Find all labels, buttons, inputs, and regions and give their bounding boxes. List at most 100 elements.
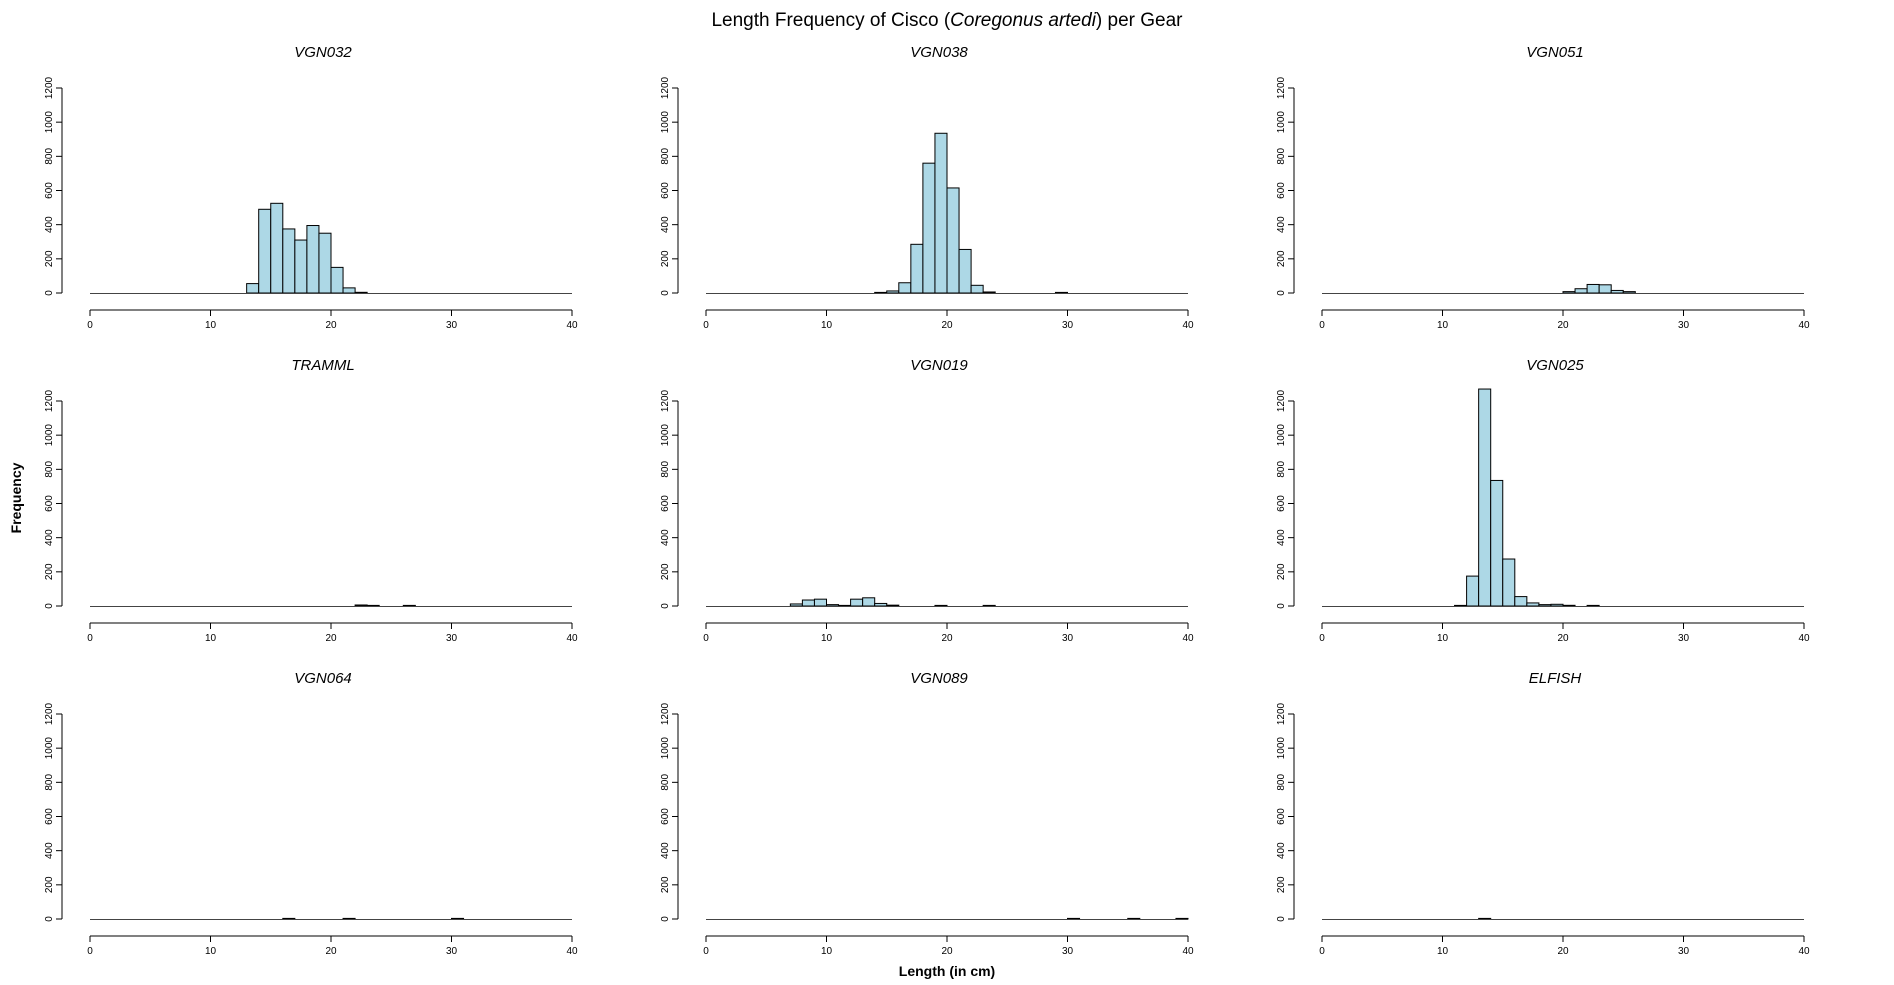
- y-tick-label-7-6: 1000: [44, 737, 55, 760]
- y-tick-label-4-6: 1000: [44, 424, 55, 447]
- y-tick-label-6-5: 800: [1276, 461, 1287, 478]
- title-suffix: ) per Gear: [1095, 10, 1183, 31]
- y-tick-label-1-4: 600: [44, 182, 55, 199]
- histogram-bar-1-6: [306, 225, 320, 294]
- histogram-bar-5-1: [789, 603, 803, 607]
- x-tick-label-5-5: 40: [1182, 633, 1194, 644]
- x-tick-label-3-3: 20: [1557, 320, 1569, 331]
- histogram-bar-5-3: [813, 598, 828, 607]
- histogram-bar-2-10: [982, 291, 996, 294]
- y-tick-label-3-3: 400: [1276, 216, 1287, 233]
- y-tick-label-8-6: 1000: [660, 737, 671, 760]
- y-tick-label-9-7: 1200: [1276, 702, 1287, 725]
- x-tick-label-6-5: 40: [1798, 633, 1810, 644]
- histogram-bar-7-2: [342, 917, 356, 920]
- y-tick-label-3-7: 1200: [1276, 76, 1287, 99]
- x-tick-label-7-5: 40: [566, 946, 578, 957]
- y-tick-label-1-1: 0: [44, 290, 55, 296]
- x-tick-label-2-3: 20: [941, 320, 953, 331]
- x-tick-label-9-2: 10: [1437, 946, 1449, 957]
- x-tick-label-3-1: 0: [1319, 320, 1325, 331]
- y-tick-label-1-3: 400: [44, 216, 55, 233]
- panel-title-9: ELFISH: [1529, 670, 1582, 687]
- x-tick-label-7-2: 10: [205, 946, 217, 957]
- y-tick-label-7-1: 0: [44, 916, 55, 922]
- panel-title-2: VGN038: [910, 44, 968, 61]
- histogram-bar-6-2: [1466, 575, 1480, 607]
- x-tick-label-4-2: 10: [205, 633, 217, 644]
- histogram-bar-2-7: [946, 187, 960, 294]
- y-tick-label-9-6: 1000: [1276, 737, 1287, 760]
- histogram-bar-3-4: [1598, 284, 1612, 294]
- histogram-bar-3-1: [1562, 291, 1576, 294]
- histogram-bar-6-3: [1478, 388, 1492, 607]
- x-tick-label-7-3: 20: [325, 946, 337, 957]
- y-tick-label-8-5: 800: [660, 774, 671, 791]
- histogram-bar-1-1: [246, 283, 260, 294]
- y-tick-label-3-4: 600: [1276, 182, 1287, 199]
- y-tick-label-4-4: 600: [44, 495, 55, 512]
- histogram-bar-6-6: [1514, 596, 1528, 607]
- y-tick-label-9-3: 400: [1276, 842, 1287, 859]
- panel-title-6: VGN025: [1526, 357, 1584, 374]
- x-tick-label-5-2: 10: [821, 633, 833, 644]
- histogram-bar-5-10: [934, 604, 948, 607]
- histogram-bar-5-7: [862, 597, 876, 607]
- panel-title-8: VGN089: [910, 670, 968, 687]
- x-tick-label-9-4: 30: [1678, 946, 1690, 957]
- y-tick-label-7-2: 200: [44, 876, 55, 893]
- x-tick-label-9-1: 0: [1319, 946, 1325, 957]
- x-tick-label-1-3: 20: [325, 320, 337, 331]
- histogram-bar-1-2: [258, 208, 272, 294]
- x-tick-label-6-3: 20: [1557, 633, 1569, 644]
- x-tick-label-1-4: 30: [446, 320, 458, 331]
- histogram-bar-7-3: [451, 917, 465, 920]
- x-tick-label-9-3: 20: [1557, 946, 1569, 957]
- y-tick-label-3-1: 0: [1276, 290, 1287, 296]
- chart-title: Length Frequency of Cisco (Coregonus art…: [0, 8, 1894, 34]
- y-tick-label-5-1: 0: [660, 603, 671, 609]
- y-tick-label-5-3: 400: [660, 529, 671, 546]
- y-tick-label-5-7: 1200: [660, 389, 671, 412]
- x-tick-label-3-2: 10: [1437, 320, 1449, 331]
- y-tick-label-5-2: 200: [660, 563, 671, 580]
- histogram-bar-6-9: [1550, 603, 1564, 607]
- y-tick-label-1-7: 1200: [44, 76, 55, 99]
- title-species: Coregonus artedi: [950, 10, 1096, 31]
- y-tick-label-3-2: 200: [1276, 250, 1287, 267]
- histogram-bar-2-8: [958, 248, 972, 294]
- histogram-bar-5-5: [838, 604, 852, 607]
- y-tick-label-5-5: 800: [660, 461, 671, 478]
- histogram-bar-6-11: [1586, 604, 1600, 607]
- y-tick-label-2-2: 200: [660, 250, 671, 267]
- y-tick-label-1-5: 800: [44, 148, 55, 165]
- panel-title-5: VGN019: [910, 357, 968, 374]
- panel-title-1: VGN032: [294, 44, 352, 61]
- x-tick-label-2-2: 10: [821, 320, 833, 331]
- y-tick-label-7-3: 400: [44, 842, 55, 859]
- x-tick-label-8-2: 10: [821, 946, 833, 957]
- histogram-bar-7-1: [282, 917, 296, 920]
- y-tick-label-6-1: 0: [1276, 603, 1287, 609]
- y-tick-label-9-5: 800: [1276, 774, 1287, 791]
- y-tick-label-6-6: 1000: [1276, 424, 1287, 447]
- histogram-bar-2-6: [934, 132, 948, 294]
- y-tick-label-2-3: 400: [660, 216, 671, 233]
- y-tick-label-8-7: 1200: [660, 702, 671, 725]
- histogram-bar-5-2: [801, 599, 815, 607]
- histogram-bar-3-6: [1622, 291, 1636, 294]
- histogram-bar-8-3: [1175, 917, 1189, 920]
- histogram-bar-2-3: [898, 282, 912, 294]
- histogram-bar-1-4: [282, 228, 296, 294]
- histogram-bar-8-2: [1127, 917, 1141, 920]
- x-tick-label-5-1: 0: [703, 633, 709, 644]
- x-tick-label-8-4: 30: [1062, 946, 1074, 957]
- histogram-bar-2-5: [922, 162, 936, 294]
- x-tick-label-1-1: 0: [87, 320, 93, 331]
- histogram-bar-5-6: [850, 598, 864, 607]
- histogram-bar-1-10: [354, 291, 368, 294]
- histogram-bar-2-9: [970, 284, 984, 294]
- histogram-bar-6-7: [1526, 602, 1540, 607]
